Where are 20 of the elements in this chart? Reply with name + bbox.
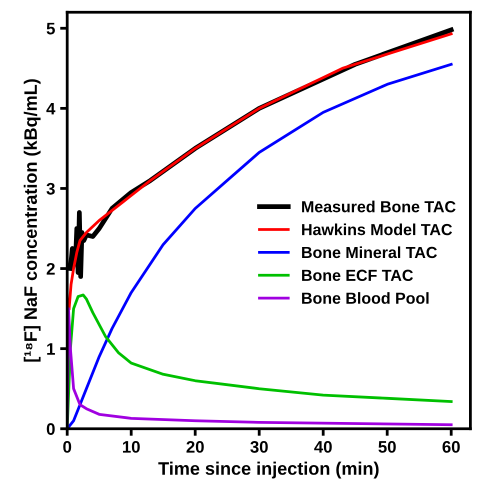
y-axis-title: [¹⁸F] NaF concentration (kBq/mL) [24,79,41,362]
y-tick-label: 1 [47,343,55,355]
x-tick-label: 40 [314,440,332,453]
y-tick-label: 2 [46,262,55,275]
x-tick-label: 20 [186,440,204,453]
y-tick-label: 3 [46,182,55,195]
x-tick-label: 30 [250,440,268,453]
legend-label: Hawkins Model TAC [302,224,452,236]
legend-label: Bone Mineral TAC [302,246,437,258]
y-tick-label: 4 [46,102,56,114]
x-tick-label: 60 [442,440,460,453]
legend-label: Bone ECF TAC [302,270,413,281]
legend-label: Bone Blood Pool [302,292,429,304]
x-tick-label: 0 [63,440,72,453]
y-tick-label: 0 [46,423,55,435]
legend-label: Measured Bone TAC [302,200,456,212]
x-tick-label: 50 [378,440,396,453]
x-axis-title: Time since injection (min) [158,462,379,478]
x-tick-label: 10 [122,440,140,453]
y-tick-label: 5 [46,22,55,34]
